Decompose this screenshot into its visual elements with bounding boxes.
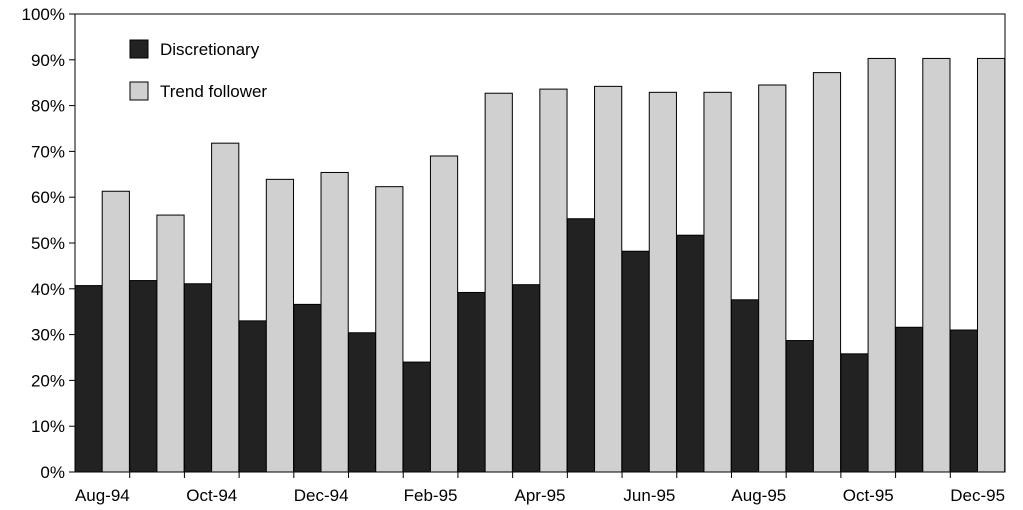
x-tick-label: Aug-94: [75, 486, 130, 505]
bar-trend-follower-oct-95: [867, 57, 896, 473]
bar-trend-follower-sep-95: [812, 72, 842, 473]
x-tick-label: Aug-95: [731, 486, 786, 505]
bar-discretionary-oct-94: [183, 283, 213, 473]
y-tick-label: 10%: [31, 417, 65, 436]
bar-trend-follower-nov-95: [922, 57, 951, 473]
x-tick-label: Jun-95: [623, 486, 675, 505]
bar-discretionary-jan-95: [348, 332, 377, 473]
bar-discretionary-feb-95: [402, 361, 431, 473]
x-tick-label: Dec-95: [950, 486, 1005, 505]
x-tick-label: Feb-95: [404, 486, 458, 505]
legend-label-trend-follower: Trend follower: [160, 82, 267, 101]
bar-discretionary-aug-95: [730, 299, 760, 473]
bar-trend-follower-oct-94: [211, 142, 240, 473]
bar-trend-follower-aug-95: [758, 84, 787, 473]
y-tick-label: 80%: [31, 97, 65, 116]
bar-trend-follower-dec-94: [320, 171, 349, 473]
y-tick-label: 0%: [40, 463, 65, 482]
y-tick-label: 90%: [31, 51, 65, 70]
legend-label-discretionary: Discretionary: [160, 40, 260, 59]
bar-trend-follower-dec-95: [976, 57, 1006, 473]
bar-discretionary-may-95: [566, 218, 596, 473]
y-tick-label: 70%: [31, 142, 65, 161]
x-tick-label: Oct-94: [186, 486, 237, 505]
bar-discretionary-mar-95: [457, 291, 486, 473]
bar-trend-follower-apr-95: [539, 88, 568, 473]
legend: Discretionary Trend follower: [129, 39, 267, 101]
bar-discretionary-sep-95: [785, 340, 814, 473]
bar-trend-follower-jun-95: [648, 91, 677, 473]
y-tick-label: 20%: [31, 371, 65, 390]
bar-trend-follower-jul-95: [703, 91, 732, 473]
y-tick-label: 60%: [31, 188, 65, 207]
x-axis: Aug-94 Oct-94 Dec-94 Feb-95 Apr-95 Jun-95 Aug-…: [75, 472, 1005, 505]
bars-group: [74, 57, 1006, 473]
bar-discretionary-nov-94: [238, 320, 267, 473]
bar-discretionary-dec-95: [949, 329, 978, 473]
y-tick-label: 30%: [31, 326, 65, 345]
bar-discretionary-sep-94: [129, 280, 158, 473]
bar-trend-follower-feb-95: [429, 155, 459, 473]
y-tick-label: 40%: [31, 280, 65, 299]
bar-discretionary-apr-95: [512, 284, 541, 473]
bar-discretionary-oct-95: [840, 353, 869, 473]
bar-trend-follower-nov-94: [265, 178, 295, 473]
bar-trend-follower-may-95: [594, 85, 623, 473]
legend-swatch-discretionary: [129, 39, 149, 59]
bar-discretionary-dec-94: [293, 303, 322, 473]
x-tick-label: Oct-95: [843, 486, 894, 505]
x-tick-label: Dec-94: [294, 486, 349, 505]
y-axis: 0% 10% 20% 30% 40% 50% 60% 70% 80% 90% 100%: [22, 5, 75, 482]
legend-swatch-trend-follower: [129, 81, 149, 101]
x-tick-label: Apr-95: [514, 486, 565, 505]
bar-trend-follower-sep-94: [156, 214, 185, 473]
bar-discretionary-jul-95: [676, 234, 705, 473]
bar-discretionary-nov-95: [895, 326, 924, 473]
y-tick-label: 50%: [31, 234, 65, 253]
bar-trend-follower-jan-95: [375, 186, 404, 473]
plot-frame: [74, 13, 1006, 473]
bar-trend-follower-mar-95: [484, 92, 513, 473]
bar-trend-follower-aug-94: [101, 190, 130, 473]
bar-discretionary-jun-95: [621, 250, 650, 473]
bar-discretionary-aug-94: [74, 285, 103, 473]
y-tick-label: 100%: [22, 5, 65, 24]
